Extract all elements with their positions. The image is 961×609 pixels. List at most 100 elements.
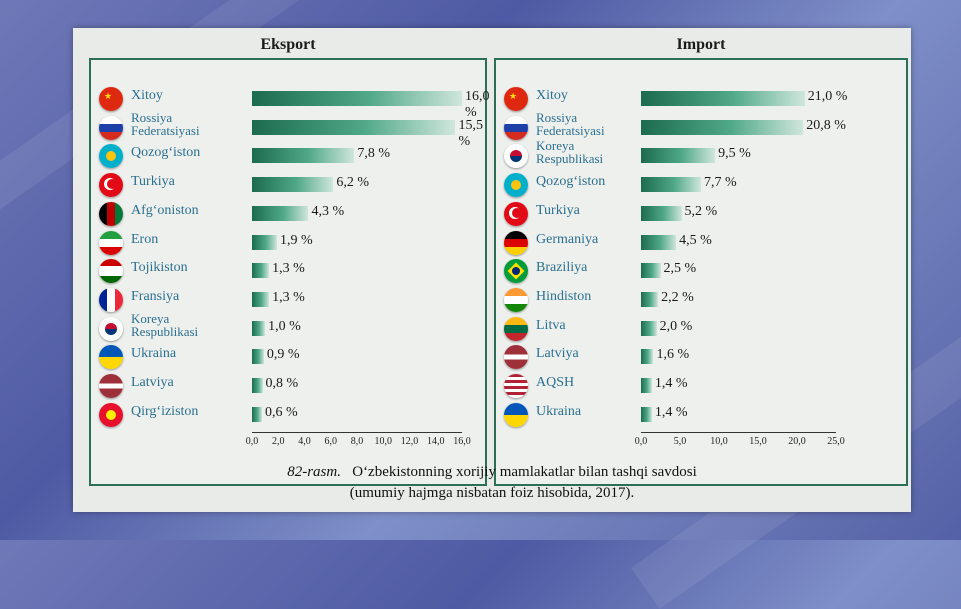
chart-row: Turkiya 6,2 % bbox=[91, 172, 489, 198]
data-bar bbox=[641, 349, 654, 365]
country-label: Turkiya bbox=[131, 174, 175, 190]
chart-row: Litva 2,0 % bbox=[496, 316, 910, 342]
data-label: 1,0 % bbox=[268, 318, 301, 334]
country-label: Ukraina bbox=[131, 346, 177, 362]
x-tick-label: 12,0 bbox=[400, 436, 419, 447]
data-label: 15,5 % bbox=[458, 117, 483, 149]
x-tick-label: 2,0 bbox=[272, 436, 285, 447]
x-tick-label: 8,0 bbox=[350, 436, 364, 447]
usa-flag-icon bbox=[504, 374, 528, 398]
x-tick-label: 25,0 bbox=[827, 436, 845, 447]
data-label: 6,2 % bbox=[336, 175, 370, 191]
data-bar bbox=[252, 291, 270, 307]
data-label: 4,3 % bbox=[311, 203, 345, 219]
data-label: 7,8 % bbox=[357, 146, 391, 162]
data-bar bbox=[641, 406, 652, 422]
france-flag-icon bbox=[99, 287, 123, 312]
russia-flag-icon bbox=[99, 115, 123, 140]
country-label: Qozog‘iston bbox=[131, 145, 201, 161]
germany-flag-icon bbox=[504, 230, 528, 255]
import-panel-title: Import bbox=[676, 36, 726, 53]
data-label: 0,8 % bbox=[265, 376, 299, 391]
data-bar bbox=[252, 91, 462, 106]
data-label: 1,3 % bbox=[272, 261, 305, 277]
chart-row: Rossiya Federatsiyasi 15,5 % bbox=[91, 111, 489, 149]
data-bar bbox=[641, 378, 652, 393]
south-korea-flag-icon bbox=[504, 144, 528, 169]
kazakhstan-flag-icon bbox=[99, 144, 123, 169]
data-bar bbox=[252, 320, 266, 336]
china-flag-icon: ★ bbox=[99, 87, 123, 111]
india-flag-icon bbox=[504, 287, 528, 312]
data-label: 21,0 % bbox=[807, 89, 848, 104]
data-bar bbox=[252, 148, 355, 164]
x-tick-label: 14,0 bbox=[427, 436, 445, 447]
x-tick-label: 4,0 bbox=[298, 436, 311, 447]
data-bar bbox=[641, 177, 702, 193]
iran-flag-icon bbox=[99, 230, 123, 255]
brazil-flag-icon bbox=[504, 259, 528, 284]
chart-row: Braziliya 2,5 % bbox=[496, 258, 910, 284]
chart-row: Qozog‘iston 7,8 % bbox=[91, 143, 489, 169]
import-chart-panel: ★ Xitoy 21,0 % Rossiya Federatsiyasi 20,8 % K… bbox=[494, 58, 908, 486]
country-label: Fransiya bbox=[131, 288, 180, 304]
data-bar bbox=[252, 378, 263, 393]
data-label: 2,0 % bbox=[659, 318, 693, 334]
data-bar bbox=[641, 234, 677, 250]
data-bar bbox=[641, 119, 804, 135]
lithuania-flag-icon bbox=[504, 316, 528, 341]
data-bar bbox=[252, 177, 334, 193]
chart-row: AQSH 1,4 % bbox=[496, 373, 910, 399]
country-label: Turkiya bbox=[536, 202, 580, 218]
figure-number: 82-rasm. bbox=[287, 464, 341, 480]
x-axis-line bbox=[252, 432, 462, 433]
chart-row: Ukraina 1,4 % bbox=[496, 402, 910, 428]
figure-caption: 82-rasm. O‘zbekistonning xorijiy mamlaka… bbox=[73, 464, 911, 481]
data-label: 7,7 % bbox=[704, 175, 737, 191]
chart-row: Qozog‘iston 7,7 % bbox=[496, 172, 910, 198]
x-tick-label: 10,0 bbox=[374, 436, 393, 447]
afghanistan-flag-icon bbox=[99, 201, 123, 226]
x-tick-label: 16,0 bbox=[453, 436, 471, 447]
data-label: 1,9 % bbox=[279, 232, 313, 248]
data-label: 1,4 % bbox=[654, 376, 688, 391]
ukraine-flag-icon bbox=[504, 402, 528, 427]
country-label: AQSH bbox=[536, 375, 575, 390]
data-bar bbox=[252, 119, 456, 135]
country-label: Tojikiston bbox=[131, 260, 188, 276]
x-tick-label: 6,0 bbox=[324, 436, 338, 447]
chart-row: Afg‘oniston 4,3 % bbox=[91, 201, 489, 227]
chart-row: Qirg‘iziston 0,6 % bbox=[91, 402, 489, 428]
chart-row: Latviya 1,6 % bbox=[496, 344, 910, 370]
data-label: 1,6 % bbox=[656, 347, 690, 363]
country-label: Latviya bbox=[131, 375, 174, 390]
caption-line2: (umumiy hajmga nisbatan foiz hisobida, 2… bbox=[349, 485, 635, 501]
ukraine-flag-icon bbox=[99, 345, 123, 370]
data-bar bbox=[641, 263, 661, 279]
country-label: Braziliya bbox=[536, 260, 588, 276]
x-tick-label: 5,0 bbox=[673, 436, 687, 447]
chart-row: Fransiya 1,3 % bbox=[91, 287, 489, 313]
chart-row: Turkiya 5,2 % bbox=[496, 201, 910, 227]
data-bar bbox=[641, 148, 716, 164]
data-label: 9,5 % bbox=[718, 146, 751, 162]
data-label: 16,0 % bbox=[465, 89, 490, 120]
x-tick-label: 0,0 bbox=[634, 436, 648, 447]
russia-flag-icon bbox=[504, 115, 528, 140]
data-bar bbox=[252, 406, 262, 422]
chart-row: Rossiya Federatsiyasi 20,8 % bbox=[496, 111, 910, 141]
chart-row: Koreya Respublikasi 9,5 % bbox=[496, 139, 910, 169]
data-bar bbox=[252, 205, 309, 221]
export-chart-panel: ★ Xitoy 16,0 % Rossiya Federatsiyasi 15,5 % Q… bbox=[89, 58, 490, 486]
data-label: 1,4 % bbox=[654, 404, 688, 420]
x-tick-label: 20,0 bbox=[788, 436, 806, 447]
data-label: 1,3 % bbox=[272, 289, 305, 305]
data-label: 0,9 % bbox=[266, 347, 300, 363]
data-label: 0,6 % bbox=[265, 404, 298, 420]
data-label: 5,2 % bbox=[684, 203, 718, 219]
data-bar bbox=[252, 234, 277, 250]
data-label: 20,8 % bbox=[806, 117, 846, 133]
country-label: Rossiya Federatsiyasi bbox=[536, 109, 605, 138]
country-label: Qozog‘iston bbox=[536, 174, 606, 190]
country-label: Qirg‘iziston bbox=[131, 403, 199, 419]
